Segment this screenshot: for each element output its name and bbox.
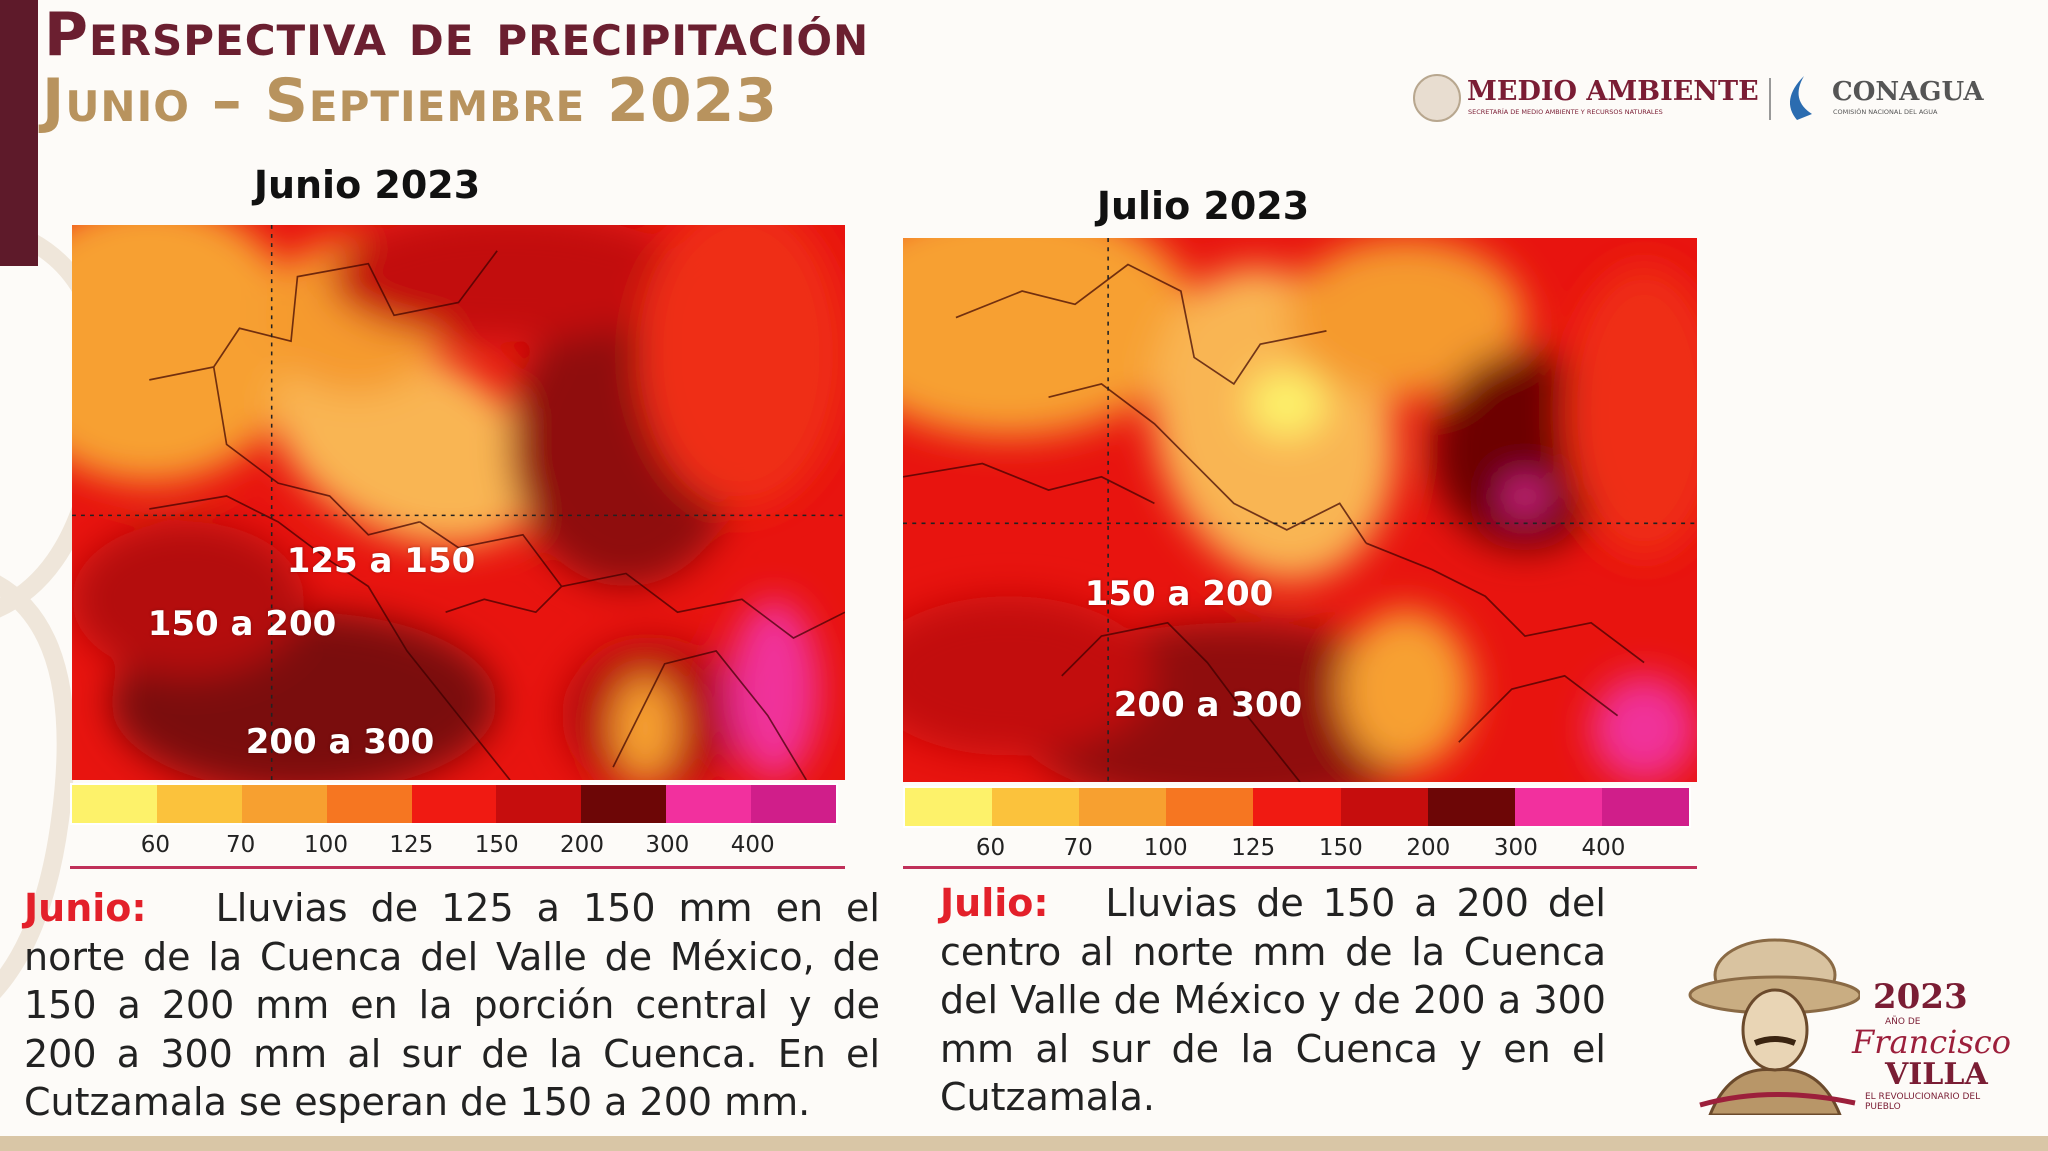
legend-label: 70 (226, 832, 256, 858)
commemorative-badge: 2023 AÑO DE Francisco VILLA EL REVOLUCIO… (1680, 935, 2011, 1115)
conagua-icon (1789, 76, 1812, 120)
slide-title: Perspectiva de precipitación (44, 0, 870, 70)
slide-subtitle: Junio – Septiembre 2023 (42, 66, 779, 136)
legend-label: 60 (975, 835, 1006, 861)
legend-label: 70 (1063, 835, 1093, 861)
badge-surname: VILLA (1885, 1057, 1988, 1092)
legend-label: 125 (389, 832, 434, 858)
region-label: 150 a 200 (1084, 574, 1274, 614)
panel-title: Julio 2023 (1096, 184, 1310, 228)
conagua-subtitle: COMISIÓN NACIONAL DEL AGUA (1833, 107, 1938, 116)
conagua-logo: CONAGUA (1832, 77, 1984, 107)
precipitation-map (72, 225, 845, 780)
legend-label: 400 (730, 832, 775, 858)
legend-label: 400 (1581, 835, 1626, 861)
footer-strip (0, 1136, 2048, 1151)
description-label: Junio: (24, 886, 147, 930)
sidebar-accent (0, 0, 38, 266)
legend-label: 300 (645, 832, 690, 858)
description: Julio: Lluvias de 150 a 200 del centro a… (940, 879, 1606, 1122)
legend-label: 100 (304, 832, 348, 858)
logos: MEDIO AMBIENTE SECRETARÍA DE MEDIO AMBIE… (1413, 74, 1984, 122)
region-label: 200 a 300 (1113, 685, 1303, 725)
legend-label: 150 (474, 832, 519, 858)
semarnat-logo: MEDIO AMBIENTE (1467, 76, 1759, 107)
color-scale (70, 783, 838, 825)
legend-label: 200 (560, 832, 604, 858)
description-label: Julio: (940, 881, 1049, 925)
badge-name: Francisco (1852, 1023, 2011, 1061)
description-text: Lluvias de 125 a 150 mm en el norte de l… (24, 886, 880, 1124)
legend-underline (903, 866, 1697, 869)
region-label: 150 a 200 (147, 604, 337, 644)
legend-label: 100 (1143, 835, 1188, 861)
legend-label: 125 (1231, 835, 1276, 861)
color-scale (903, 786, 1691, 828)
description-text: Lluvias de 150 a 200 del centro al norte… (940, 881, 1606, 1119)
portrait-illustration (1688, 938, 1860, 1115)
badge-prefix: AÑO DE (1885, 1017, 1921, 1027)
legend-label: 300 (1493, 835, 1538, 861)
description: Junio: Lluvias de 125 a 150 mm en el nor… (24, 884, 880, 1127)
badge-year: 2023 (1873, 977, 1968, 1017)
badge-motto: EL REVOLUCIONARIO DEL PUEBLO (1865, 1092, 1981, 1112)
panel-title: Junio 2023 (253, 163, 481, 207)
precipitation-map (903, 238, 1697, 782)
emblem (1413, 74, 1461, 122)
legend-label: 200 (1406, 835, 1451, 861)
semarnat-subtitle: SECRETARÍA DE MEDIO AMBIENTE Y RECURSOS … (1468, 107, 1663, 116)
legend-underline (70, 866, 845, 869)
region-label: 125 a 150 (286, 541, 476, 581)
legend-label: 60 (140, 832, 170, 858)
legend-label: 150 (1318, 835, 1363, 861)
region-label: 200 a 300 (245, 722, 435, 762)
